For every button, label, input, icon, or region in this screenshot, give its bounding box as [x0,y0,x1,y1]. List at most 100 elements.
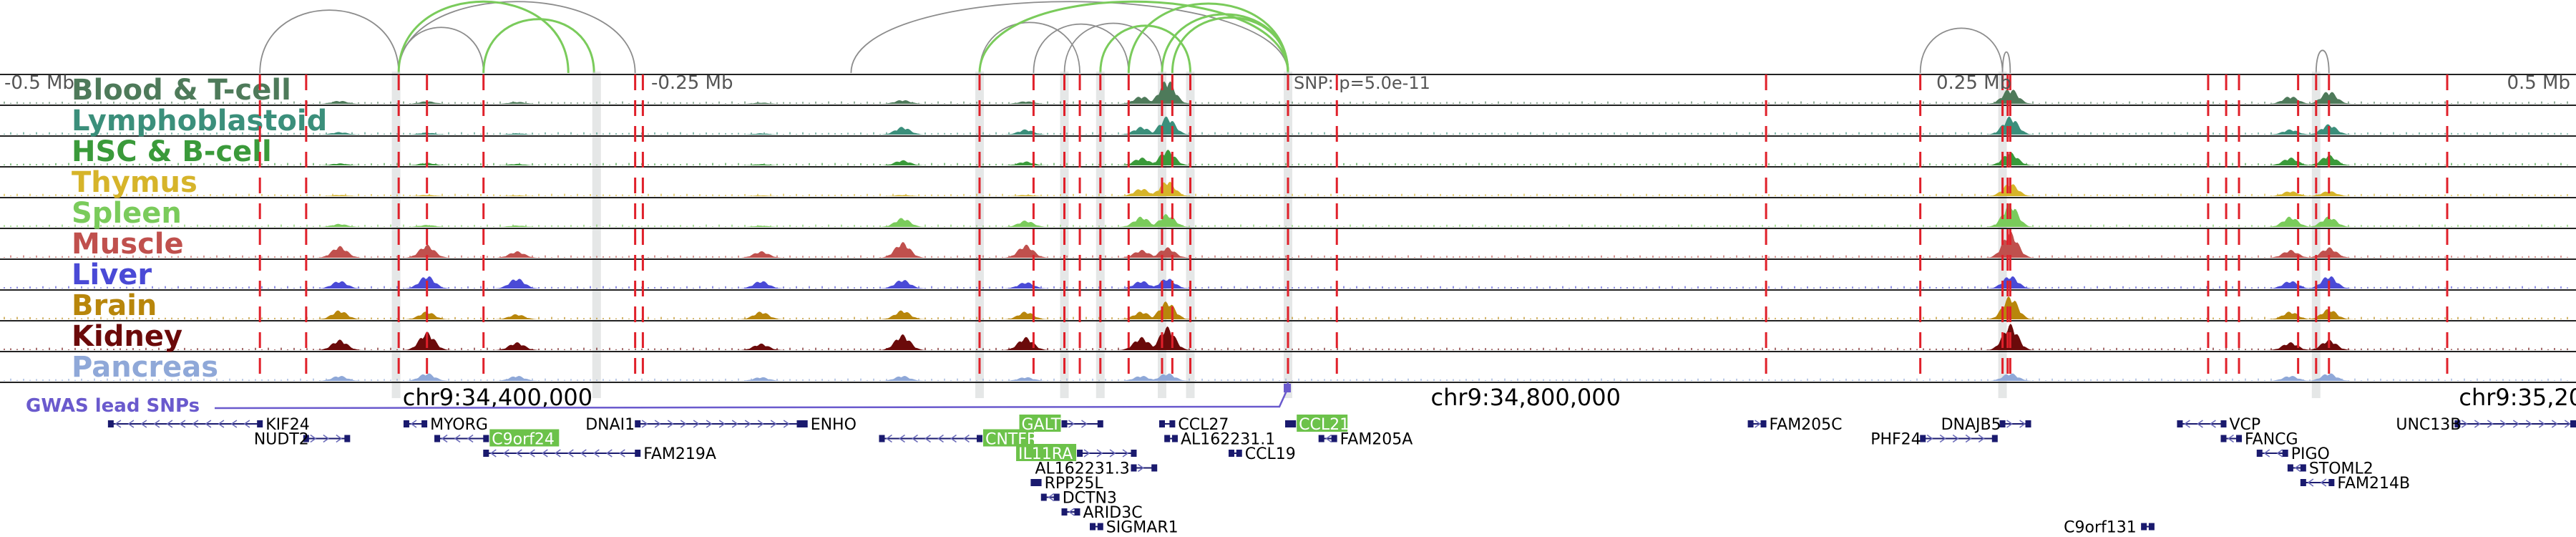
gene-label: STOML2 [2309,460,2373,478]
gene-exon [2141,523,2147,531]
signal-peak [736,164,786,165]
gene-exon [1236,450,1242,457]
signal-peak [492,314,542,319]
gene-exon [1920,435,1926,442]
signal-peak [1143,247,1192,258]
loop-green [397,0,570,74]
signal-peak [1117,250,1166,258]
gene-exon [1035,479,1042,486]
gene-strand-arrows [2263,449,2283,458]
signal-peak [1001,337,1050,350]
gene-exon [2220,435,2227,442]
gene-strand-arrows [1048,493,1055,502]
gene-label: VCP [2229,416,2260,434]
gene-highlight [489,429,560,447]
track-label: Pancreas [72,351,218,384]
gene-strand-arrows [410,420,417,428]
signal-peak [1117,337,1166,350]
gene-exon [1331,435,1337,442]
gene-label: AL162231.3 [1035,460,1129,478]
gene-label: GALT [1021,416,1060,434]
gene-strand-arrows [2228,434,2234,443]
gene-exon [1228,450,1234,457]
signal-peak [492,251,542,258]
signal-peak [315,376,364,381]
gene-exon [2177,420,2183,427]
gene-exon [1318,435,1324,442]
signal-peak [492,195,542,196]
gene-strand-arrows [1068,420,1088,428]
signal-peak [315,163,364,165]
gene-exon [2025,420,2031,427]
gene-exon [1999,420,2006,427]
gene-label: IL11RA [1018,445,1073,463]
signal-peak [402,195,452,196]
signal-peak [315,223,364,227]
gene-exon [421,420,428,427]
gene-exon [1090,523,1096,531]
signal-peak [1001,220,1050,227]
loop-green [482,18,595,74]
loop-gray [398,1,636,74]
signal-peak [1001,101,1050,104]
gene-exon [976,435,982,442]
signal-peak [736,195,786,196]
signal-peak [1143,213,1192,227]
signal-peak [1143,326,1192,350]
gene-label: CCL19 [1245,445,1296,463]
signal-peak [492,225,542,227]
gene-exon [344,435,351,442]
gene-label: AL162231.1 [1181,431,1275,449]
gene-label: CCL27 [1178,416,1229,434]
position-label: 0.5 Mb [2507,72,2570,94]
gene-exon [1747,420,1754,427]
gene-exon [1061,420,1068,427]
position-label: -0.5 Mb [4,72,74,94]
gene-strand-arrows [1926,434,1985,443]
gene-strand-arrows [1068,508,1075,516]
track-label: Thymus [72,166,197,199]
loop-gray [979,21,1080,74]
gene-label: FAM219A [643,445,716,463]
gene-label: MYORG [430,416,488,434]
track-noise [4,255,2568,258]
gene-strand-arrows [2184,420,2216,428]
gene-exon [1074,508,1080,516]
position-axis: -0.5 Mb -0.25 Mb SNP: p=5.0e-11 0.25 Mb 0.5 … [4,72,2576,411]
gene-strand-arrows [2307,478,2327,487]
loop-gray [1033,23,1130,74]
signal-peak [2265,191,2315,196]
gene-strand-arrows [1083,449,1129,458]
gene-strand-arrows [2461,420,2571,428]
position-label: 0.25 Mb [1936,72,2011,94]
gene-exon [403,420,409,427]
signal-peak [492,342,542,350]
signal-peak [878,334,927,350]
gene-exon [796,420,803,427]
gene-exon [1097,523,1103,531]
track-label: Blood & T-cell [72,74,291,107]
signal-peak [878,127,927,135]
signal-peak [402,244,452,258]
signal-peak [736,311,786,319]
loop-green [1171,16,1289,74]
gene-label: PIGO [2291,445,2330,463]
position-label: -0.25 Mb [651,72,733,94]
signal-peak [1117,127,1166,135]
gene-exon [1285,420,1291,427]
signal-peak [1143,301,1192,319]
signal-peak [2265,97,2315,104]
signal-peak [2265,311,2315,319]
signal-peak [2304,216,2353,227]
signal-peak [1986,90,2035,104]
gene-label: RPP25L [1045,475,1104,493]
signal-peak [2265,376,2315,381]
signal-peak [2304,373,2353,381]
gene-label: FANCG [2245,431,2298,449]
track-label: HSC & B-cell [72,135,272,168]
gene-strand-arrows [1755,420,1761,428]
gene-label: C9orf24 [492,431,555,449]
chromosome-label: chr9:34,800,000 [1431,384,1621,411]
signal-peak [878,280,927,289]
